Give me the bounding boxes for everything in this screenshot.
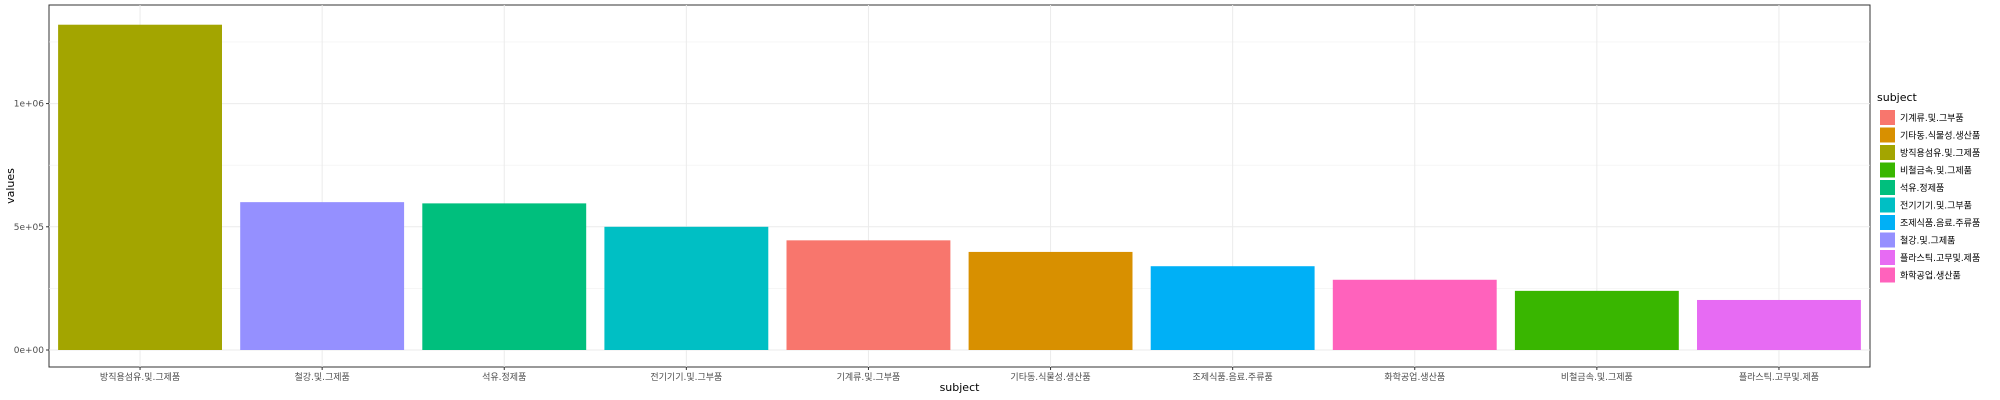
bar [422,203,587,350]
bar [1514,290,1679,350]
legend-label: 기타동.식물성.생산품 [1900,131,1980,142]
y-axis-title: values [4,168,17,204]
legend-key [1880,162,1895,178]
y-tick-label: 0e+00 [14,346,45,356]
x-tick-label: 조제식품.음료.주류품 [1193,372,1273,383]
legend-label: 철강.및.그제품 [1900,235,1955,247]
legend-label: 플라스틱.고무및.제품 [1900,252,1980,264]
x-tick-label: 기계류.및.그부품 [837,371,901,383]
x-tick-label: 석유.정제품 [482,372,526,383]
legend-label: 화학공업.생산품 [1900,271,1961,282]
legend-label: 전기기기.및.그부품 [1900,200,1972,212]
bar [240,202,405,350]
x-tick-label: 방직용섬유.및.그제품 [100,371,180,383]
legend-label: 방직용섬유.및.그제품 [1900,147,1980,159]
x-axis: 방직용섬유.및.그제품 철강.및.그제품 석유.정제품 전기기기.및.그부품 기계류.및… [100,367,1819,383]
bar [1150,266,1315,350]
x-tick-label: 비철금속.및.그제품 [1561,371,1633,383]
legend-key [1880,180,1895,195]
x-tick-label: 플라스틱.고무및.제품 [1739,371,1819,383]
y-tick-label: 5e+05 [14,223,44,233]
x-tick-label: 기타동.식물성.생산품 [1010,372,1090,383]
legend-title: subject [1877,91,1918,104]
legend-key [1880,197,1895,213]
legend-key [1880,110,1895,125]
x-tick-label: 철강.및.그제품 [294,371,349,383]
bars [58,24,1861,350]
bar [786,240,951,350]
bar [58,24,222,350]
bar [968,251,1133,350]
x-axis-title: subject [940,381,981,394]
bar [1697,299,1861,350]
legend-key [1880,250,1895,265]
legend-label: 석유.정제품 [1900,183,1944,194]
y-tick-label: 1e+06 [14,100,45,110]
y-axis: 0e+00 5e+05 1e+06 [14,100,49,356]
legend-key [1880,127,1895,143]
bar [1332,279,1497,350]
legend-key [1880,215,1895,230]
x-tick-label: 화학공업.생산품 [1384,372,1445,383]
x-tick-label: 전기기기.및.그부품 [650,371,722,383]
legend-label: 기계류.및.그부품 [1900,112,1964,124]
legend-key [1880,267,1895,283]
bar [604,226,769,350]
legend-label: 비철금속.및.그제품 [1900,165,1972,177]
legend: subject 기계류.및.그부품기타동.식물성.생산품방직용섬유.및.그제품비… [1877,91,1980,283]
legend-key [1880,232,1895,248]
legend-label: 조제식품.음료.주류품 [1900,218,1980,229]
legend-key [1880,145,1895,160]
